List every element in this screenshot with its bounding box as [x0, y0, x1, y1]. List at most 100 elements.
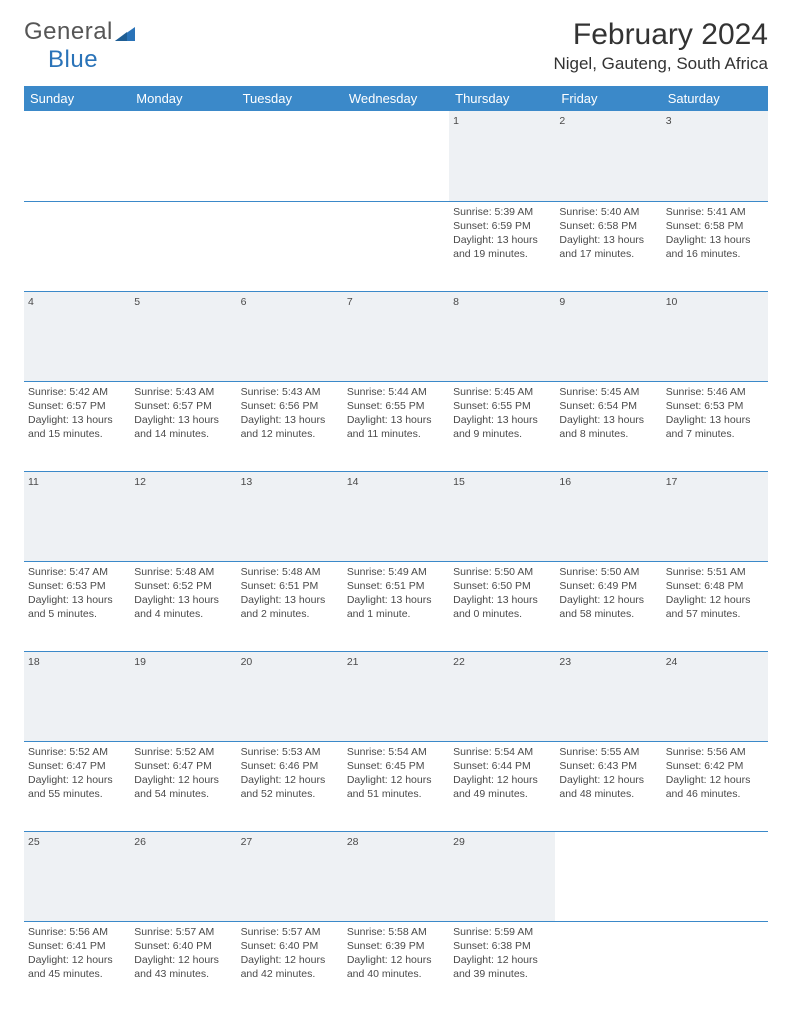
sunrise-text: Sunrise: 5:58 AM — [347, 925, 445, 939]
day-number-cell: 8 — [449, 291, 555, 381]
daylight-text: and 43 minutes. — [134, 967, 232, 981]
day-number-cell: 5 — [130, 291, 236, 381]
sunrise-text: Sunrise: 5:45 AM — [559, 385, 657, 399]
day-number-cell: 14 — [343, 471, 449, 561]
calendar-day-cell — [130, 201, 236, 291]
calendar-day-cell: Sunrise: 5:57 AMSunset: 6:40 PMDaylight:… — [237, 921, 343, 1011]
brand-word-2: Blue — [48, 46, 98, 73]
day-number-cell — [237, 111, 343, 201]
sunset-text: Sunset: 6:44 PM — [453, 759, 551, 773]
daylight-text: Daylight: 12 hours — [559, 593, 657, 607]
day-number-cell: 27 — [237, 831, 343, 921]
sunrise-text: Sunrise: 5:48 AM — [134, 565, 232, 579]
sunrise-text: Sunrise: 5:43 AM — [241, 385, 339, 399]
daylight-text: Daylight: 13 hours — [666, 413, 764, 427]
daylight-text: Daylight: 13 hours — [453, 413, 551, 427]
sunset-text: Sunset: 6:41 PM — [28, 939, 126, 953]
brand-mark-icon — [115, 20, 135, 48]
sunset-text: Sunset: 6:40 PM — [241, 939, 339, 953]
calendar-day-cell: Sunrise: 5:43 AMSunset: 6:56 PMDaylight:… — [237, 381, 343, 471]
daylight-text: Daylight: 12 hours — [666, 593, 764, 607]
day-number-cell — [662, 831, 768, 921]
sunset-text: Sunset: 6:51 PM — [241, 579, 339, 593]
daylight-text: and 4 minutes. — [134, 607, 232, 621]
sunrise-text: Sunrise: 5:45 AM — [453, 385, 551, 399]
day-number-cell: 17 — [662, 471, 768, 561]
daylight-text: and 52 minutes. — [241, 787, 339, 801]
sunrise-text: Sunrise: 5:55 AM — [559, 745, 657, 759]
sunset-text: Sunset: 6:46 PM — [241, 759, 339, 773]
day-number-cell: 4 — [24, 291, 130, 381]
calendar-day-cell: Sunrise: 5:50 AMSunset: 6:49 PMDaylight:… — [555, 561, 661, 651]
weekday-header: Saturday — [662, 86, 768, 111]
day-number-row: 2526272829 — [24, 831, 768, 921]
calendar-table: Sunday Monday Tuesday Wednesday Thursday… — [24, 86, 768, 1011]
sunset-text: Sunset: 6:51 PM — [347, 579, 445, 593]
daylight-text: Daylight: 12 hours — [134, 773, 232, 787]
sunset-text: Sunset: 6:38 PM — [453, 939, 551, 953]
sunset-text: Sunset: 6:48 PM — [666, 579, 764, 593]
daylight-text: and 40 minutes. — [347, 967, 445, 981]
sunrise-text: Sunrise: 5:52 AM — [28, 745, 126, 759]
day-number-cell: 28 — [343, 831, 449, 921]
sunset-text: Sunset: 6:53 PM — [28, 579, 126, 593]
day-number-cell: 19 — [130, 651, 236, 741]
sunset-text: Sunset: 6:57 PM — [28, 399, 126, 413]
daylight-text: and 16 minutes. — [666, 247, 764, 261]
sunrise-text: Sunrise: 5:43 AM — [134, 385, 232, 399]
day-number-cell: 23 — [555, 651, 661, 741]
day-number-cell: 9 — [555, 291, 661, 381]
sunrise-text: Sunrise: 5:44 AM — [347, 385, 445, 399]
sunset-text: Sunset: 6:59 PM — [453, 219, 551, 233]
weekday-header: Wednesday — [343, 86, 449, 111]
sunset-text: Sunset: 6:58 PM — [559, 219, 657, 233]
day-number-cell: 24 — [662, 651, 768, 741]
title-block: February 2024 Nigel, Gauteng, South Afri… — [553, 18, 768, 74]
day-number-cell: 26 — [130, 831, 236, 921]
daylight-text: and 12 minutes. — [241, 427, 339, 441]
sunset-text: Sunset: 6:57 PM — [134, 399, 232, 413]
day-number-cell: 11 — [24, 471, 130, 561]
sunrise-text: Sunrise: 5:57 AM — [241, 925, 339, 939]
day-number-cell — [130, 111, 236, 201]
calendar-day-cell: Sunrise: 5:56 AMSunset: 6:42 PMDaylight:… — [662, 741, 768, 831]
daylight-text: Daylight: 13 hours — [28, 413, 126, 427]
calendar-day-cell: Sunrise: 5:48 AMSunset: 6:51 PMDaylight:… — [237, 561, 343, 651]
daylight-text: Daylight: 13 hours — [347, 593, 445, 607]
sunset-text: Sunset: 6:47 PM — [28, 759, 126, 773]
sunrise-text: Sunrise: 5:51 AM — [666, 565, 764, 579]
sunrise-text: Sunrise: 5:50 AM — [453, 565, 551, 579]
day-number-row: 123 — [24, 111, 768, 201]
calendar-day-cell — [24, 201, 130, 291]
daylight-text: Daylight: 13 hours — [134, 593, 232, 607]
daylight-text: Daylight: 12 hours — [241, 773, 339, 787]
calendar-week-row: Sunrise: 5:56 AMSunset: 6:41 PMDaylight:… — [24, 921, 768, 1011]
daylight-text: Daylight: 12 hours — [28, 773, 126, 787]
sunset-text: Sunset: 6:43 PM — [559, 759, 657, 773]
daylight-text: and 2 minutes. — [241, 607, 339, 621]
calendar-day-cell: Sunrise: 5:46 AMSunset: 6:53 PMDaylight:… — [662, 381, 768, 471]
calendar-day-cell: Sunrise: 5:54 AMSunset: 6:45 PMDaylight:… — [343, 741, 449, 831]
sunrise-text: Sunrise: 5:54 AM — [347, 745, 445, 759]
sunrise-text: Sunrise: 5:49 AM — [347, 565, 445, 579]
calendar-day-cell: Sunrise: 5:56 AMSunset: 6:41 PMDaylight:… — [24, 921, 130, 1011]
daylight-text: and 51 minutes. — [347, 787, 445, 801]
day-number-cell: 12 — [130, 471, 236, 561]
day-number-row: 45678910 — [24, 291, 768, 381]
calendar-day-cell: Sunrise: 5:39 AMSunset: 6:59 PMDaylight:… — [449, 201, 555, 291]
daylight-text: and 48 minutes. — [559, 787, 657, 801]
daylight-text: Daylight: 13 hours — [453, 233, 551, 247]
daylight-text: and 1 minute. — [347, 607, 445, 621]
daylight-text: Daylight: 12 hours — [559, 773, 657, 787]
calendar-day-cell: Sunrise: 5:49 AMSunset: 6:51 PMDaylight:… — [343, 561, 449, 651]
calendar-week-row: Sunrise: 5:47 AMSunset: 6:53 PMDaylight:… — [24, 561, 768, 651]
sunset-text: Sunset: 6:55 PM — [453, 399, 551, 413]
daylight-text: Daylight: 12 hours — [134, 953, 232, 967]
calendar-day-cell: Sunrise: 5:52 AMSunset: 6:47 PMDaylight:… — [24, 741, 130, 831]
weekday-header: Sunday — [24, 86, 130, 111]
daylight-text: Daylight: 12 hours — [347, 773, 445, 787]
sunrise-text: Sunrise: 5:50 AM — [559, 565, 657, 579]
day-number-cell: 22 — [449, 651, 555, 741]
daylight-text: and 39 minutes. — [453, 967, 551, 981]
daylight-text: and 54 minutes. — [134, 787, 232, 801]
